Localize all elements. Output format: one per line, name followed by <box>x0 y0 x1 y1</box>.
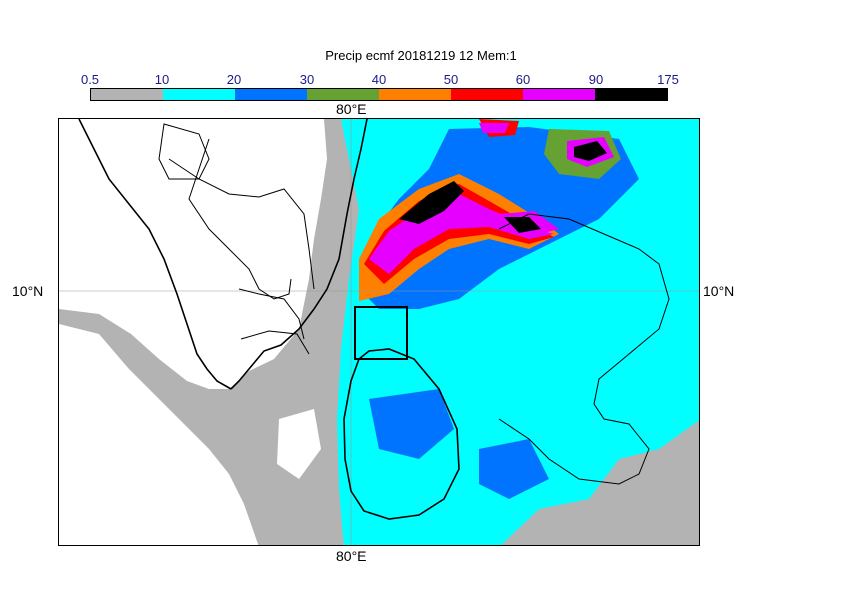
top-longitude-label: 80°E <box>336 101 367 117</box>
no-precip-area <box>59 119 327 389</box>
colorbar-label: 90 <box>588 72 604 87</box>
colorbar-label: 0.5 <box>80 72 100 87</box>
state-border <box>240 330 310 355</box>
precip-band-90-175 <box>504 217 541 233</box>
no-precip-area <box>59 324 259 545</box>
no-precip-area <box>277 409 321 479</box>
colorbar-segment-3 <box>235 89 307 100</box>
colorbar-label: 30 <box>299 72 315 87</box>
colorbar-label: 40 <box>371 72 387 87</box>
precip-map <box>58 118 700 546</box>
state-border <box>238 288 305 340</box>
left-latitude-label: 10°N <box>12 283 44 299</box>
state-border <box>188 138 292 300</box>
colorbar-label: 20 <box>226 72 242 87</box>
india-east-coastline <box>230 119 368 390</box>
bottom-longitude-label: 80°E <box>336 548 367 564</box>
colorbar-segment-2 <box>163 89 235 100</box>
area-outline <box>158 123 210 180</box>
reference-box <box>354 306 408 360</box>
colorbar-label: 50 <box>443 72 459 87</box>
india-west-coastline <box>78 119 232 390</box>
precip-band-20-30 <box>369 389 454 459</box>
colorbar-segment-5 <box>379 89 451 100</box>
precip-band-20-30 <box>479 439 549 499</box>
colorbar-segment-1 <box>91 89 163 100</box>
colorbar-label: 60 <box>515 72 531 87</box>
precip-band-90-175 <box>399 181 464 224</box>
colorbar-segment-6 <box>451 89 523 100</box>
colorbar-label: 10 <box>154 72 170 87</box>
precip-colorbar <box>90 88 668 101</box>
colorbar-label: 175 <box>657 72 679 87</box>
state-border <box>168 158 315 290</box>
colorbar-segment-8 <box>595 89 667 100</box>
sri-lanka-coastline <box>343 348 460 520</box>
precip-band-90-175 <box>574 141 607 161</box>
colorbar-segment-4 <box>307 89 379 100</box>
map-title: Precip ecmf 20181219 12 Mem:1 <box>325 48 517 63</box>
map-canvas <box>59 119 699 545</box>
area-outline <box>498 213 670 485</box>
right-latitude-label: 10°N <box>703 283 735 299</box>
colorbar-segment-7 <box>523 89 595 100</box>
precip-band-60-90 <box>479 123 509 133</box>
